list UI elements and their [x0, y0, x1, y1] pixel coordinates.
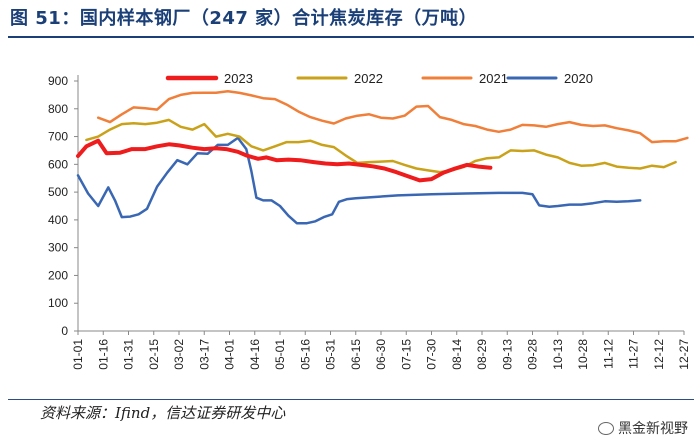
- x-tick-label: 01-01: [71, 339, 85, 370]
- line-chart: 0 100 200 300 400 500 600 700 800 900 01-01 01-16 01…: [48, 71, 691, 370]
- x-tick-label: 12-12: [652, 339, 666, 370]
- x-tick-label: 06-30: [374, 339, 388, 370]
- y-tick-label: 200: [48, 268, 68, 282]
- x-tick-label: 06-15: [349, 339, 363, 370]
- footer-divider: [8, 399, 694, 400]
- y-tick-label: 800: [48, 102, 68, 116]
- x-tick-label: 03-02: [172, 339, 186, 370]
- series-line-2022: [85, 118, 677, 174]
- x-tick-label: 05-31: [324, 339, 338, 370]
- series-line-2020: [76, 136, 642, 225]
- y-tick-label: 300: [48, 241, 68, 255]
- x-tick-label: 11-27: [627, 339, 641, 369]
- y-tick-label: 100: [48, 296, 68, 310]
- x-tick-label: 07-15: [399, 339, 413, 370]
- y-tick-label: 0: [61, 324, 68, 338]
- title-divider: [8, 36, 694, 38]
- x-tick-label: 07-30: [425, 339, 439, 370]
- x-tick-label: 10-28: [576, 339, 590, 370]
- x-tick-label: 08-14: [450, 339, 464, 370]
- x-tick-label: 04-01: [223, 339, 237, 370]
- x-tick-label: 02-15: [147, 339, 161, 370]
- x-tick-label: 04-16: [248, 339, 262, 370]
- chart-title: 图 51：国内样本钢厂（247 家）合计焦炭库存（万吨）: [10, 8, 478, 29]
- watermark: 黑金新视野: [594, 418, 692, 438]
- x-tick-label: 05-01: [273, 339, 287, 370]
- x-tick-label: 09-28: [526, 339, 540, 370]
- watermark-text: 黑金新视野: [618, 421, 688, 437]
- x-tick-label: 01-16: [96, 339, 110, 370]
- legend-label-2022: 2022: [354, 71, 383, 86]
- legend-label-2023: 2023: [224, 71, 253, 86]
- y-tick-label: 500: [48, 185, 68, 199]
- x-tick-label: 05-16: [298, 339, 312, 370]
- y-tick-label: 900: [48, 74, 68, 88]
- y-tick-label: 600: [48, 157, 68, 171]
- legend-label-2020: 2020: [564, 71, 593, 86]
- x-tick-label: 12-27: [677, 339, 691, 370]
- x-tick-label: 11-12: [601, 339, 615, 369]
- y-tick-label: 700: [48, 130, 68, 144]
- x-tick-label: 10-13: [551, 339, 565, 370]
- chart-area: 0 100 200 300 400 500 600 700 800 900 01-01 01-16 01…: [8, 39, 694, 397]
- x-tick-label: 01-31: [122, 339, 136, 370]
- series-line-2021: [96, 90, 689, 144]
- wechat-icon: [598, 421, 614, 435]
- x-tick-label: 08-29: [475, 339, 489, 370]
- series-line-2023: [76, 138, 493, 183]
- y-tick-label: 400: [48, 213, 68, 227]
- legend-label-2021: 2021: [479, 71, 508, 86]
- x-tick-label: 09-13: [500, 339, 514, 370]
- source-note: 资料来源：Ifind，信达证券研发中心: [40, 404, 286, 422]
- x-tick-label: 03-17: [197, 339, 211, 370]
